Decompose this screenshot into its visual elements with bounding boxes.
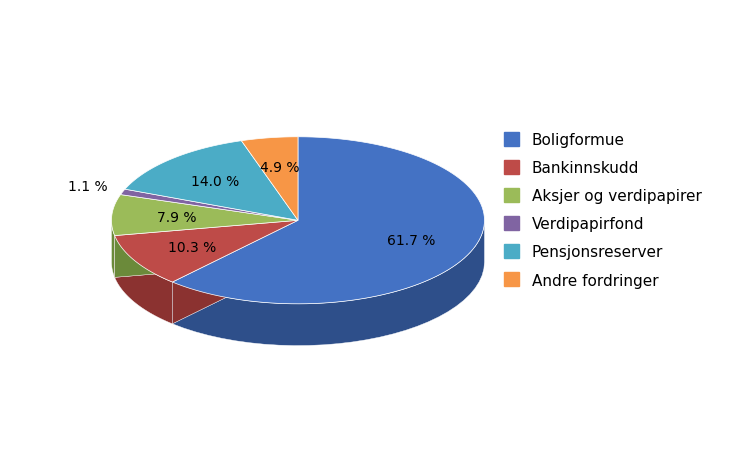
- Polygon shape: [125, 142, 298, 221]
- Text: 61.7 %: 61.7 %: [387, 233, 435, 247]
- Legend: Boligformue, Bankinnskudd, Aksjer og verdipapirer, Verdipapirfond, Pensjonsreser: Boligformue, Bankinnskudd, Aksjer og ver…: [498, 127, 708, 294]
- Polygon shape: [111, 221, 114, 278]
- Text: 7.9 %: 7.9 %: [157, 210, 197, 224]
- Text: 10.3 %: 10.3 %: [168, 240, 216, 254]
- Polygon shape: [172, 221, 298, 324]
- Polygon shape: [114, 236, 172, 324]
- Polygon shape: [172, 221, 298, 324]
- Polygon shape: [114, 221, 298, 278]
- Text: 1.1 %: 1.1 %: [68, 180, 108, 194]
- Polygon shape: [114, 221, 298, 278]
- Polygon shape: [120, 190, 298, 221]
- Polygon shape: [241, 138, 298, 221]
- Polygon shape: [114, 221, 298, 282]
- Polygon shape: [111, 195, 298, 236]
- Text: 4.9 %: 4.9 %: [259, 160, 299, 174]
- Text: 14.0 %: 14.0 %: [191, 174, 240, 188]
- Polygon shape: [172, 221, 484, 346]
- Polygon shape: [172, 138, 484, 304]
